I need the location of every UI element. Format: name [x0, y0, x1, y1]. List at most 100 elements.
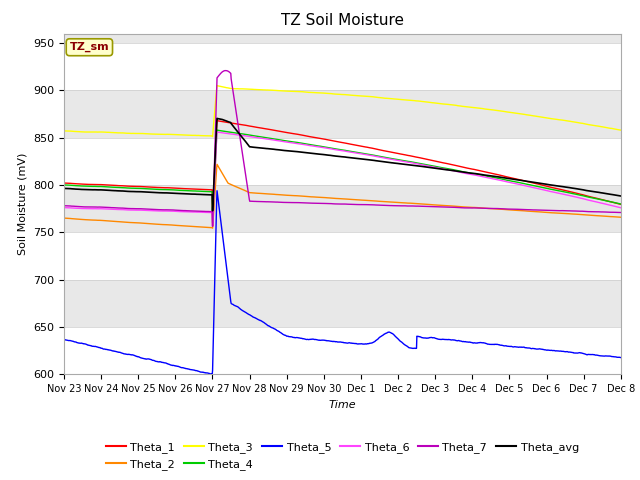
Theta_3 [209, 134, 216, 140]
Theta_5 [126, 352, 134, 358]
Theta_7 [209, 223, 216, 229]
Theta_2 [103, 218, 111, 224]
Bar [64, 138, 621, 185]
Theta_2 [126, 220, 134, 226]
Theta_5 [213, 188, 221, 193]
Theta_4 [209, 220, 216, 226]
Line: Theta_7: Theta_7 [64, 71, 621, 226]
Theta_5 [103, 347, 111, 352]
Theta_3 [308, 90, 316, 96]
Theta_5 [308, 336, 316, 342]
Bar [64, 232, 621, 280]
Theta_7 [221, 68, 229, 73]
Theta_1 [617, 202, 625, 207]
Theta_2 [308, 194, 316, 200]
Theta_avg [213, 116, 221, 121]
Theta_6 [297, 141, 305, 147]
Theta_6 [617, 205, 625, 211]
Theta_6 [213, 129, 221, 135]
Theta_2 [213, 161, 221, 167]
Theta_6 [103, 206, 111, 212]
Theta_3 [60, 128, 68, 134]
Theta_2 [297, 193, 305, 199]
Theta_4 [103, 184, 111, 190]
Theta_7 [378, 203, 385, 208]
Theta_avg [60, 185, 68, 191]
Theta_6 [60, 205, 68, 211]
Theta_avg [319, 152, 326, 157]
Theta_1 [319, 136, 326, 142]
Bar [64, 185, 621, 232]
Theta_2 [60, 215, 68, 221]
Theta_5 [319, 337, 326, 343]
Theta_7 [319, 201, 326, 206]
Theta_6 [319, 144, 326, 150]
Theta_1 [297, 132, 305, 138]
Theta_4 [617, 201, 625, 207]
Title: TZ Soil Moisture: TZ Soil Moisture [281, 13, 404, 28]
Line: Theta_6: Theta_6 [64, 132, 621, 225]
Theta_6 [308, 143, 316, 149]
Theta_1 [126, 183, 134, 189]
Theta_avg [126, 189, 134, 194]
Theta_avg [103, 187, 111, 193]
Theta_3 [378, 95, 385, 101]
Theta_4 [213, 127, 221, 133]
Theta_3 [213, 83, 221, 88]
Theta_1 [209, 223, 216, 229]
Theta_avg [378, 159, 385, 165]
Theta_2 [319, 194, 326, 200]
Theta_4 [297, 140, 305, 146]
Legend: Theta_1, Theta_2, Theta_3, Theta_4, Theta_5, Theta_6, Theta_7, Theta_avg: Theta_1, Theta_2, Theta_3, Theta_4, Thet… [102, 438, 583, 474]
Line: Theta_2: Theta_2 [64, 164, 621, 228]
Line: Theta_4: Theta_4 [64, 130, 621, 223]
Theta_7 [126, 205, 134, 211]
Theta_2 [209, 225, 216, 231]
Theta_7 [308, 200, 316, 206]
Theta_1 [213, 118, 221, 123]
Theta_1 [103, 182, 111, 188]
Theta_5 [378, 333, 385, 339]
Bar [64, 280, 621, 327]
Theta_4 [378, 154, 385, 160]
Line: Theta_3: Theta_3 [64, 85, 621, 137]
Theta_5 [209, 372, 216, 377]
Theta_1 [378, 147, 385, 153]
Theta_2 [617, 215, 625, 220]
Theta_4 [308, 142, 316, 148]
Line: Theta_avg: Theta_avg [64, 119, 621, 211]
Theta_6 [126, 207, 134, 213]
Theta_2 [378, 199, 385, 204]
Theta_5 [297, 336, 305, 341]
Theta_avg [209, 208, 216, 214]
Theta_3 [297, 89, 305, 95]
Theta_1 [308, 134, 316, 140]
Y-axis label: Soil Moisture (mV): Soil Moisture (mV) [17, 153, 28, 255]
Text: TZ_sm: TZ_sm [70, 42, 109, 52]
Theta_1 [60, 180, 68, 186]
Theta_4 [126, 185, 134, 191]
Bar [64, 43, 621, 90]
Theta_avg [297, 149, 305, 155]
Theta_3 [617, 127, 625, 133]
Theta_4 [60, 182, 68, 188]
Theta_5 [617, 355, 625, 360]
Theta_6 [378, 155, 385, 160]
Theta_7 [103, 204, 111, 210]
Theta_7 [297, 200, 305, 205]
Theta_7 [60, 203, 68, 209]
Theta_6 [209, 222, 216, 228]
X-axis label: Time: Time [328, 400, 356, 409]
Theta_5 [60, 336, 68, 342]
Bar [64, 90, 621, 138]
Theta_avg [308, 151, 316, 156]
Theta_4 [319, 144, 326, 149]
Theta_7 [617, 210, 625, 216]
Theta_3 [319, 90, 326, 96]
Line: Theta_5: Theta_5 [64, 191, 621, 374]
Theta_avg [617, 193, 625, 199]
Theta_3 [103, 130, 111, 135]
Theta_3 [126, 131, 134, 136]
Line: Theta_1: Theta_1 [64, 120, 621, 226]
Bar [64, 327, 621, 374]
